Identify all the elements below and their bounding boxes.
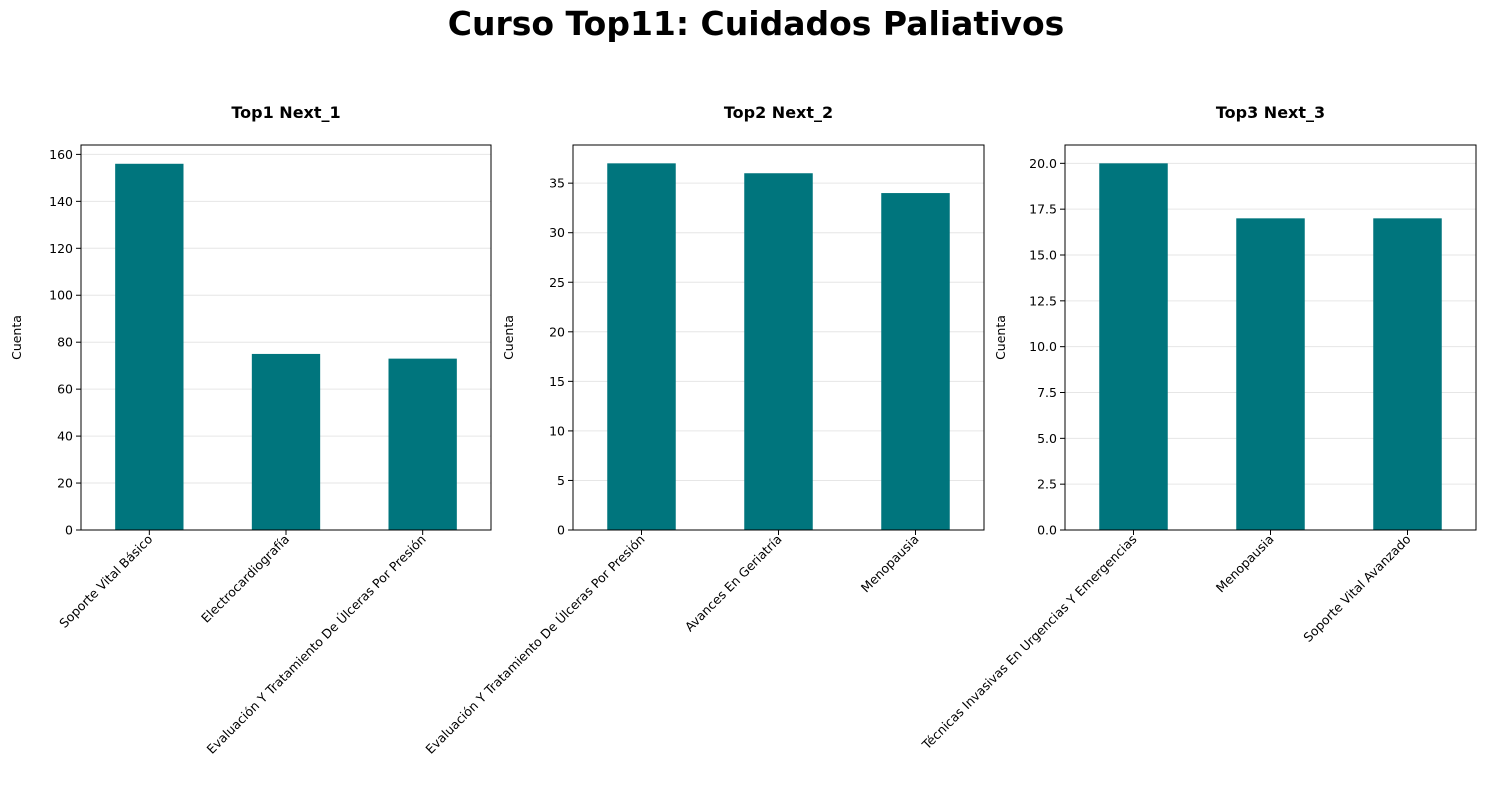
chart-1-xtick-label: Soporte Vital Básico xyxy=(56,532,155,631)
chart-3-ytick-label: 2.5 xyxy=(1037,477,1057,492)
chart-2-title: Top2 Next_2 xyxy=(724,103,833,122)
chart-2-xtick-label: Avances En Geriatría xyxy=(682,532,785,635)
chart-3-xtick-label: Menopausia xyxy=(1213,532,1277,596)
chart-3-ylabel: Cuenta xyxy=(993,315,1008,360)
chart-1-bar xyxy=(251,353,321,530)
chart-3-ytick-label: 10.0 xyxy=(1029,339,1057,354)
chart-2-ytick-label: 25 xyxy=(549,275,565,290)
chart-2-xtick-label: Menopausia xyxy=(858,532,922,596)
chart-2-ytick-label: 30 xyxy=(549,225,565,240)
chart-1-ylabel: Cuenta xyxy=(9,315,24,360)
chart-3-bar xyxy=(1373,218,1442,531)
chart-2-ylabel: Cuenta xyxy=(501,315,516,360)
chart-3-ytick-label: 0.0 xyxy=(1037,523,1057,538)
chart-1-ytick-label: 100 xyxy=(49,288,73,303)
chart-2-ytick-label: 0 xyxy=(557,523,565,538)
chart-3-ytick-label: 12.5 xyxy=(1029,293,1057,308)
chart-1-ytick-label: 120 xyxy=(49,241,73,256)
chart-1-bar xyxy=(115,163,184,530)
chart-1-ytick-label: 80 xyxy=(57,335,73,350)
chart-3-title: Top3 Next_3 xyxy=(1216,103,1325,122)
chart-3-bar xyxy=(1099,163,1168,531)
chart-3-ytick-label: 5.0 xyxy=(1037,431,1057,446)
chart-1-ytick-label: 140 xyxy=(49,194,73,209)
chart-3-ytick-label: 20.0 xyxy=(1029,156,1057,171)
chart-1-xtick-label: Evaluación Y Tratamiento De Úlceras Por … xyxy=(204,532,429,757)
chart-1-ytick-label: 40 xyxy=(57,429,73,444)
chart-2-bar xyxy=(881,193,950,531)
chart-3-ytick-label: 17.5 xyxy=(1029,202,1057,217)
chart-3-xtick-label: Técnicas Invasivas En Urgencias Y Emerge… xyxy=(918,532,1139,753)
chart-3-ytick-label: 7.5 xyxy=(1037,385,1057,400)
chart-2-bar xyxy=(607,163,676,531)
chart-1-ytick-label: 60 xyxy=(57,382,73,397)
chart-1-ytick-label: 160 xyxy=(49,147,73,162)
chart-2-xtick-label: Evaluación Y Tratamiento De Úlceras Por … xyxy=(422,532,647,757)
chart-1-bar xyxy=(388,358,457,530)
chart-2-bar xyxy=(744,173,813,531)
chart-2-ytick-label: 10 xyxy=(549,423,565,438)
chart-1-ytick-label: 0 xyxy=(65,523,73,538)
chart-2-ytick-label: 35 xyxy=(549,176,565,191)
chart-3-xtick-label: Soporte Vital Avanzado xyxy=(1300,532,1413,645)
figure-title: Curso Top11: Cuidados Paliativos xyxy=(447,4,1065,43)
chart-3-ytick-label: 15.0 xyxy=(1029,248,1057,263)
chart-1-title: Top1 Next_1 xyxy=(231,103,340,122)
chart-3-bar xyxy=(1236,218,1305,531)
chart-1-ytick-label: 20 xyxy=(57,476,73,491)
chart-2-ytick-label: 5 xyxy=(557,473,565,488)
chart-2-ytick-label: 15 xyxy=(549,374,565,389)
chart-1-xtick-label: Electrocardiografía xyxy=(198,532,292,626)
chart-2-ytick-label: 20 xyxy=(549,324,565,339)
